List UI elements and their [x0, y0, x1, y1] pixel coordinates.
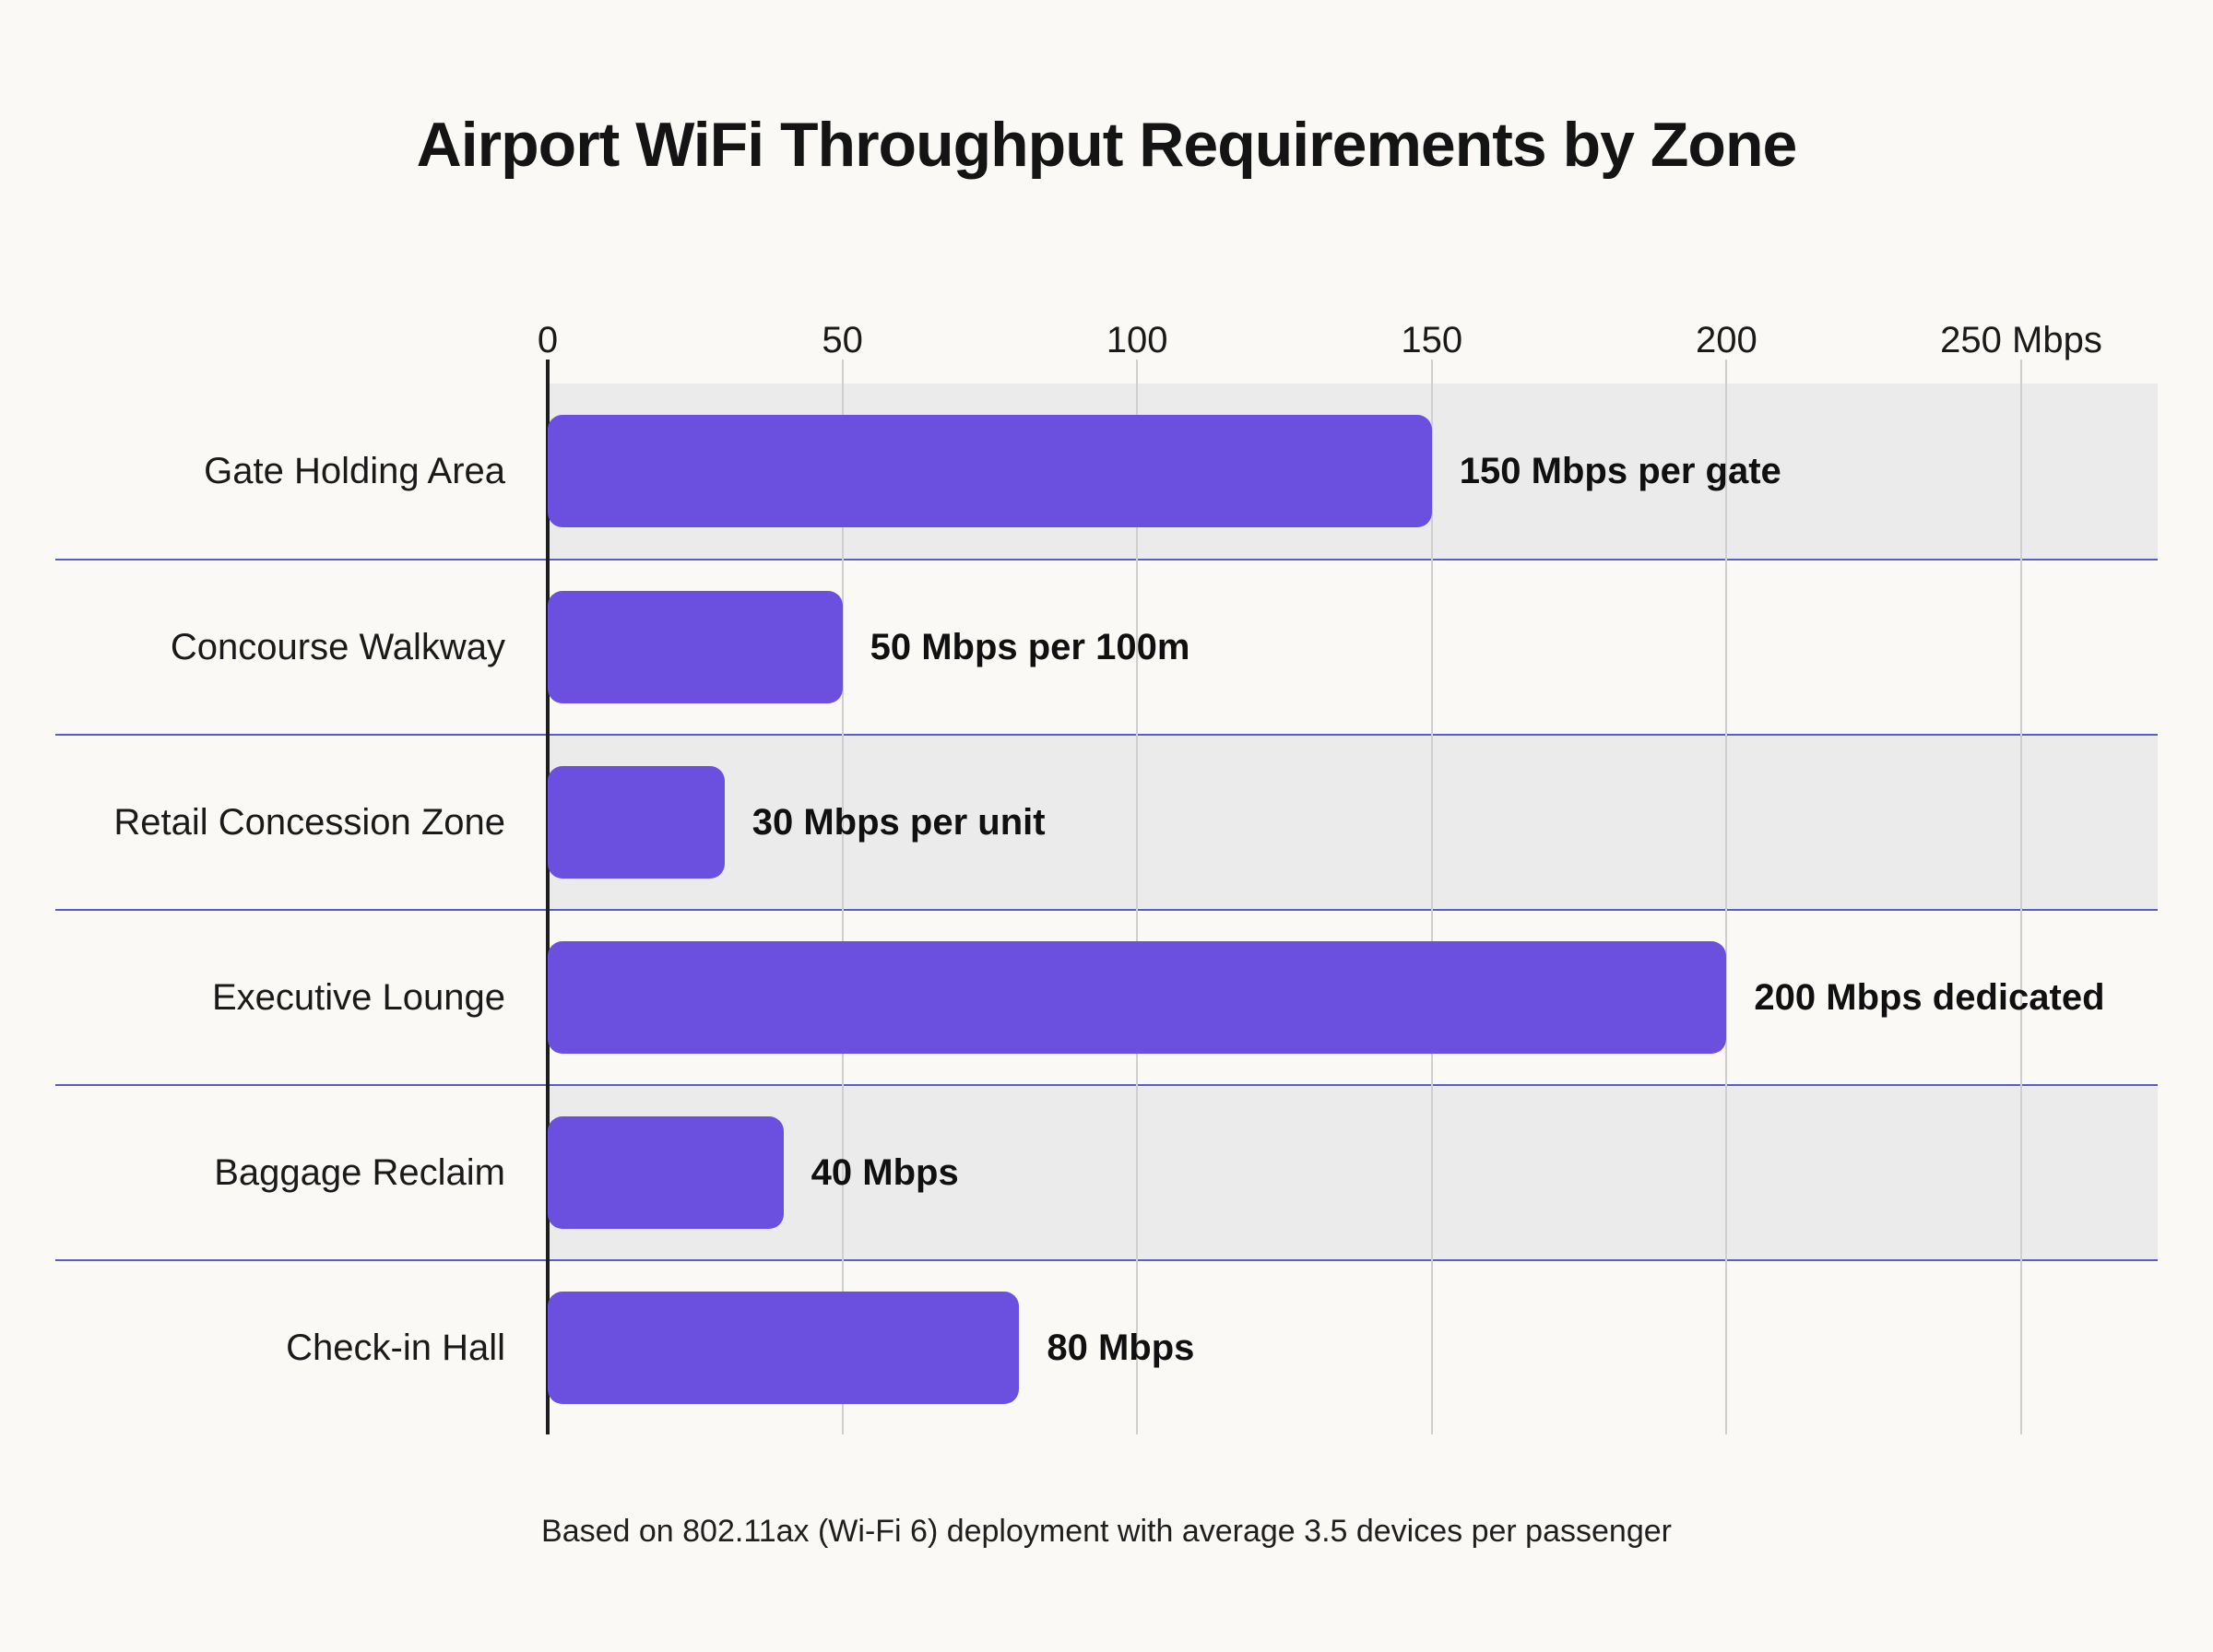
- chart-row: Executive Lounge 200 Mbps dedicated: [55, 909, 2158, 1084]
- x-tick-label: 200: [1696, 320, 1757, 360]
- category-label: Gate Holding Area: [204, 450, 505, 491]
- value-label: 200 Mbps dedicated: [1754, 976, 2105, 1018]
- category-label: Retail Concession Zone: [113, 801, 505, 843]
- x-tick-label: 250 Mbps: [1940, 320, 2102, 360]
- x-tick-label: 100: [1106, 320, 1168, 360]
- bar: [548, 1292, 1020, 1404]
- bar: [548, 591, 843, 703]
- plot-area: Gate Holding Area 150 Mbps per gate Concou…: [55, 360, 2158, 1434]
- chart-row: Concourse Walkway 50 Mbps per 100m: [55, 559, 2158, 734]
- chart-rows: Gate Holding Area 150 Mbps per gate Concou…: [55, 384, 2158, 1434]
- value-label: 80 Mbps: [1047, 1327, 1195, 1368]
- bar-cell: 40 Mbps: [548, 1086, 2158, 1259]
- bar-cell: 50 Mbps per 100m: [548, 560, 2158, 734]
- x-tick-label: 0: [537, 320, 559, 360]
- category-label: Concourse Walkway: [170, 626, 505, 667]
- footnote: Based on 802.11ax (Wi-Fi 6) deployment w…: [541, 1514, 1672, 1549]
- bar-cell: 200 Mbps dedicated: [548, 911, 2158, 1084]
- category-label: Check-in Hall: [286, 1327, 505, 1368]
- bar: [548, 941, 1727, 1054]
- chart-title: Airport WiFi Throughput Requirements by …: [416, 110, 1798, 180]
- chart-row: Baggage Reclaim 40 Mbps: [55, 1084, 2158, 1259]
- chart-row: Check-in Hall 80 Mbps: [55, 1259, 2158, 1434]
- bar: [548, 766, 725, 879]
- category-label: Executive Lounge: [211, 976, 505, 1018]
- value-label: 40 Mbps: [811, 1151, 959, 1193]
- bar-cell: 80 Mbps: [548, 1261, 2158, 1434]
- bar-cell: 30 Mbps per unit: [548, 736, 2158, 909]
- chart-row: Gate Holding Area 150 Mbps per gate: [55, 384, 2158, 559]
- bar-chart: 0 50 100 150 200 250 Mbps Gate Holding Area 15…: [55, 310, 2158, 1434]
- x-tick-label: 50: [822, 320, 863, 360]
- chart-row: Retail Concession Zone 30 Mbps per unit: [55, 734, 2158, 909]
- category-label: Baggage Reclaim: [214, 1151, 505, 1193]
- bar: [548, 415, 1432, 527]
- value-label: 50 Mbps per 100m: [870, 626, 1190, 667]
- value-label: 150 Mbps per gate: [1459, 450, 1781, 491]
- value-label: 30 Mbps per unit: [751, 801, 1046, 843]
- x-axis-ticks: 0 50 100 150 200 250 Mbps: [55, 310, 2158, 384]
- bar: [548, 1116, 784, 1229]
- x-tick-label: 150: [1401, 320, 1463, 360]
- bar-cell: 150 Mbps per gate: [548, 384, 2158, 559]
